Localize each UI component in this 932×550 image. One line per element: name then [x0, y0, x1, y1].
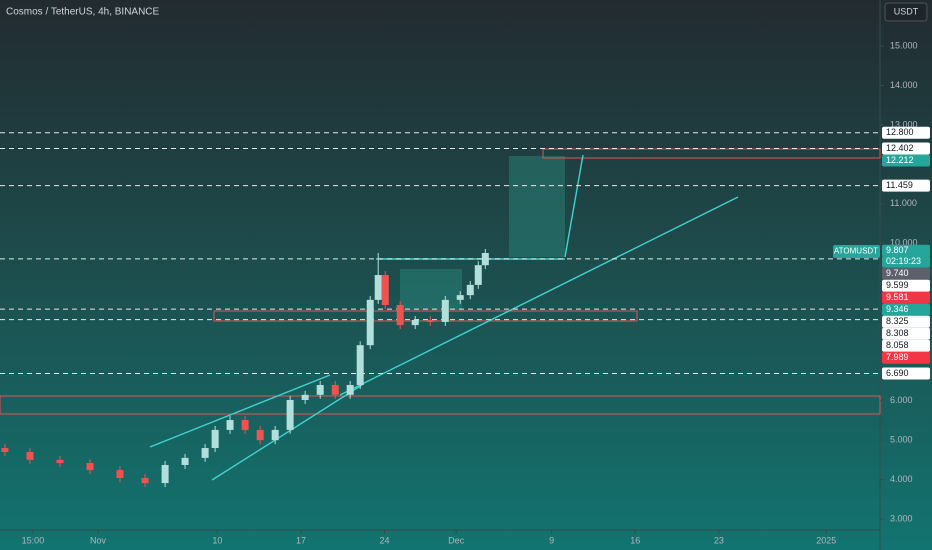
x-tick-label: 15:00: [22, 535, 45, 545]
y-tick-label: 3.000: [890, 513, 913, 523]
candle-body: [346, 384, 354, 395]
price-badge: [882, 327, 930, 340]
x-tick-label: Nov: [90, 535, 107, 545]
price-badge-label: 6.690: [886, 368, 909, 378]
y-tick-label: 11.000: [890, 198, 917, 208]
candle-body: [271, 429, 279, 441]
x-tick-label: Dec: [448, 535, 465, 545]
ticker-badge: [833, 245, 880, 258]
trend-line: [339, 196, 739, 396]
candle-body: [56, 459, 64, 464]
price-badge-label: 8.058: [886, 340, 909, 350]
support-zone: [213, 310, 638, 322]
candle-body: [366, 299, 374, 346]
candle-body: [331, 384, 339, 395]
price-badge: [882, 279, 930, 292]
price-badge: [882, 315, 930, 328]
price-badge: [882, 351, 930, 364]
price-badge: [882, 154, 930, 167]
currency-button[interactable]: [884, 2, 928, 22]
projection-line: [564, 154, 584, 258]
candle-body: [466, 284, 474, 296]
candle-body: [286, 399, 294, 430]
price-badge: [882, 303, 930, 316]
price-badge-label: 02:19:23: [886, 256, 921, 266]
price-badge: [882, 367, 930, 380]
support-zone: [0, 395, 881, 415]
y-tick-label: 6.000: [890, 395, 913, 405]
candle-body: [256, 429, 264, 441]
trend-line: [211, 384, 363, 481]
price-badge: [882, 255, 930, 268]
candle-body: [426, 319, 434, 322]
price-badge-label: 7.989: [886, 352, 909, 362]
price-badge: [882, 244, 930, 257]
y-tick-label: 14.000: [890, 80, 918, 90]
price-badge-label: 9.581: [886, 292, 909, 302]
trend-line: [149, 374, 331, 448]
candle-body: [441, 299, 449, 322]
candle-body: [211, 429, 219, 449]
candle-body: [301, 394, 309, 400]
y-tick-label: 10.000: [890, 238, 918, 248]
price-badge-label: 12.402: [886, 143, 914, 153]
price-badge-label: 8.308: [886, 328, 909, 338]
ticker-label: ATOMUSDT: [834, 247, 878, 256]
price-badge: [882, 142, 930, 155]
price-badge-label: 9.346: [886, 304, 909, 314]
y-tick-label: 4.000: [890, 474, 913, 484]
x-tick-label: 10: [212, 535, 222, 545]
target-zone: [509, 156, 565, 257]
candle-body: [396, 304, 404, 326]
price-badge: [882, 126, 930, 139]
candle-body: [201, 448, 209, 458]
target-zone: [400, 269, 462, 310]
candle-body: [481, 252, 489, 266]
candle-body: [411, 319, 419, 326]
candle-body: [141, 477, 149, 484]
price-badge-label: 9.740: [886, 268, 909, 278]
price-badge-label: 8.325: [886, 316, 909, 326]
candle-body: [381, 275, 389, 305]
y-tick-label: 5.000: [890, 435, 913, 445]
candle-body: [241, 420, 249, 430]
x-tick-label: 9: [549, 535, 554, 545]
x-tick-label: 16: [630, 535, 640, 545]
x-tick-label: 23: [714, 535, 724, 545]
price-badge: [882, 179, 930, 192]
candle-body: [181, 457, 189, 465]
currency-label[interactable]: USDT: [894, 6, 919, 16]
price-badge: [882, 267, 930, 280]
price-badge-label: 12.800: [886, 127, 914, 137]
price-badge: [882, 339, 930, 352]
candle-body: [316, 384, 324, 395]
x-tick-label: 24: [380, 535, 390, 545]
candle-body: [456, 295, 464, 300]
candle-body: [226, 420, 234, 430]
marks: 3.0004.0005.0006.0007.0008.0009.00010.00…: [0, 40, 918, 545]
symbol-title: Cosmos / TetherUS, 4h, BINANCE: [6, 7, 160, 18]
candle-body: [356, 345, 364, 385]
price-badge-label: 9.599: [886, 280, 909, 290]
candle-body: [116, 470, 124, 478]
x-tick-label: 17: [296, 535, 306, 545]
price-badge-label: 11.459: [886, 180, 913, 190]
candle-body: [86, 463, 94, 471]
candle-body: [474, 265, 482, 285]
y-tick-label: 13.000: [890, 119, 918, 129]
price-badge: [882, 291, 930, 304]
candle-body: [26, 451, 34, 460]
candle-body: [1, 448, 9, 452]
resistance-zone: [542, 148, 881, 159]
price-badge-label: 12.212: [886, 155, 914, 165]
y-tick-label: 15.000: [890, 40, 918, 50]
x-tick-label: 2025: [816, 535, 836, 545]
candle-body: [161, 464, 169, 484]
candle-body: [374, 275, 382, 300]
price-badge-label: 9.807: [886, 245, 909, 255]
